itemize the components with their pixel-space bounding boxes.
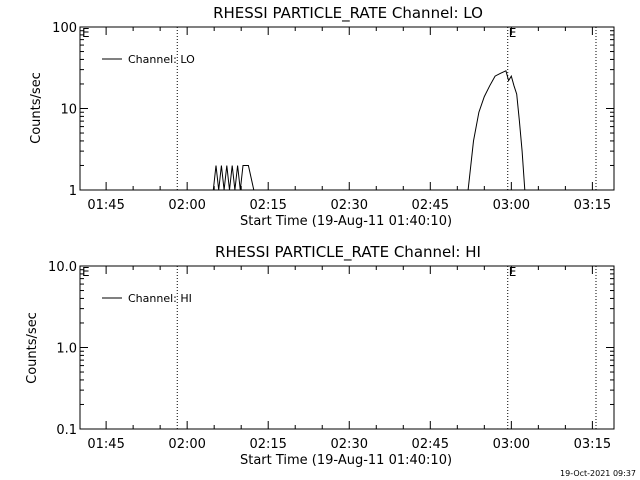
x-tick-label: 03:00 (493, 437, 530, 452)
panel-hi-channel: RHESSI PARTICLE_RATE Channel: HI Counts/… (25, 243, 615, 468)
panel-lo-channel: RHESSI PARTICLE_RATE Channel: LO Counts/… (29, 4, 615, 229)
legend: Channel: LO (102, 53, 195, 66)
corner-marker: E (82, 265, 90, 279)
x-tick-label: 02:30 (331, 198, 368, 213)
y-axis-label: Counts/sec (25, 312, 40, 384)
x-tick-label: 02:30 (331, 437, 368, 452)
corner-marker: E (82, 26, 90, 40)
legend-label: Channel: HI (128, 292, 192, 305)
legend: Channel: HI (102, 292, 192, 305)
y-tick-label: 10 (60, 103, 77, 118)
y-tick-label: 1 (69, 184, 77, 199)
x-axis-label: Start Time (19-Aug-11 01:40:10) (240, 214, 452, 229)
x-tick-label: 02:00 (168, 198, 205, 213)
marker-lines: E (176, 26, 597, 190)
x-tick-label: 03:15 (574, 198, 611, 213)
axis-ticks: 01:45 02:00 02:15 02:30 02:45 03:00 03:15 1 10 10… (52, 21, 614, 213)
chart-title: RHESSI PARTICLE_RATE Channel: HI (215, 243, 481, 262)
x-tick-label: 02:15 (249, 198, 286, 213)
y-tick-label: 100 (52, 21, 77, 36)
x-tick-label: 03:15 (574, 437, 611, 452)
x-tick-label: 01:45 (87, 437, 124, 452)
x-tick-label: 02:15 (249, 437, 286, 452)
marker-label: E (509, 265, 517, 279)
y-tick-label: 10.0 (48, 260, 77, 275)
x-tick-label: 03:00 (493, 198, 530, 213)
legend-label: Channel: LO (128, 53, 195, 66)
marker-label: E (509, 26, 517, 40)
axis-ticks: 01:45 02:00 02:15 02:30 02:45 03:00 03:15 0.1 1.… (48, 260, 614, 452)
y-tick-label: 1.0 (56, 342, 77, 357)
y-tick-label: 0.1 (56, 423, 77, 438)
footer-timestamp: 19-Oct-2021 09:37 (560, 469, 636, 478)
x-tick-label: 02:00 (168, 437, 205, 452)
x-tick-label: 01:45 (87, 198, 124, 213)
series-line (212, 70, 526, 191)
y-axis-label: Counts/sec (29, 72, 44, 144)
data-series (212, 70, 526, 191)
x-axis-label: Start Time (19-Aug-11 01:40:10) (240, 453, 452, 468)
chart-title: RHESSI PARTICLE_RATE Channel: LO (213, 4, 483, 23)
x-tick-label: 02:45 (412, 437, 449, 452)
marker-lines: E (176, 265, 597, 429)
x-tick-label: 02:45 (412, 198, 449, 213)
